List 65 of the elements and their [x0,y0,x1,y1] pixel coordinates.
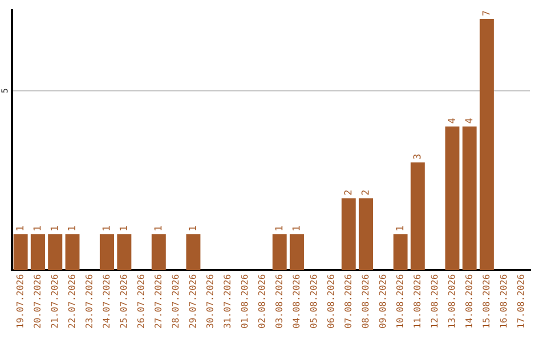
bar [445,126,460,270]
data-label: 1 [120,226,127,230]
data-label: 1 [188,226,196,230]
x-tick-label: 09.08.2026 [379,274,386,328]
data-label: 1 [34,226,41,230]
x-tick-label: 30.07.2026 [206,274,214,328]
bar [272,234,287,270]
x-tick-label: 15.08.2026 [482,274,490,328]
data-label: 3 [413,154,421,159]
data-label: 2 [344,190,352,195]
x-tick-label: 12.08.2026 [430,274,438,328]
x-tick-label: 11.08.2026 [414,274,420,328]
bar [100,234,114,270]
data-label: 2 [361,190,369,195]
data-label: 1 [50,226,58,230]
data-label: 7 [482,11,490,16]
data-label: 1 [275,226,282,230]
x-tick-label: 26.07.2026 [137,274,144,328]
x-tick-label: 24.07.2026 [102,274,110,328]
x-tick-label: 16.08.2026 [500,274,507,328]
x-tick-label: 22.07.2026 [68,274,76,328]
bar [393,234,408,270]
x-tick-label: 10.08.2026 [396,274,404,328]
data-label: 1 [68,226,76,230]
bar [152,234,166,270]
x-tick-label: 04.08.2026 [292,274,300,328]
x-tick-label: 21.07.2026 [50,274,58,328]
bar [14,234,28,270]
x-tick-label: 29.07.2026 [189,274,196,328]
bar [65,234,80,270]
bar [48,234,62,270]
bar [462,126,477,270]
x-tick-label: 27.07.2026 [154,274,162,328]
data-label: 1 [396,226,404,230]
x-tick-label: 14.08.2026 [465,274,472,328]
data-label: 1 [154,226,162,230]
x-tick-label: 01.08.2026 [240,274,248,328]
x-tick-label: 05.08.2026 [310,274,317,328]
y-tick-label: 5 [1,88,8,93]
bar [290,234,304,270]
bar [117,234,132,270]
x-tick-label: 06.08.2026 [327,274,334,328]
bar [186,234,200,270]
bar [358,198,374,270]
x-tick-label: 28.07.2026 [172,274,179,328]
bar [480,18,494,270]
bar [342,198,356,270]
data-label: 4 [465,118,472,124]
data-label: 1 [292,226,300,230]
x-tick-label: 08.08.2026 [362,274,369,328]
x-tick-label: 19.07.2026 [16,274,24,328]
x-tick-label: 23.07.2026 [86,274,92,328]
x-tick-label: 07.08.2026 [344,274,352,328]
x-tick-label: 03.08.2026 [275,274,282,328]
x-tick-label: 17.08.2026 [517,274,524,328]
x-tick-label: 02.08.2026 [258,274,266,328]
bar [410,162,425,270]
x-tick-label: 25.07.2026 [120,274,127,328]
data-label: 4 [448,118,456,124]
x-tick-label: 31.07.2026 [224,274,230,328]
x-tick-label: 13.08.2026 [448,274,455,328]
bar [30,234,45,270]
data-label: 1 [16,226,24,230]
x-tick-label: 20.07.2026 [34,274,41,328]
data-label: 1 [102,226,110,230]
